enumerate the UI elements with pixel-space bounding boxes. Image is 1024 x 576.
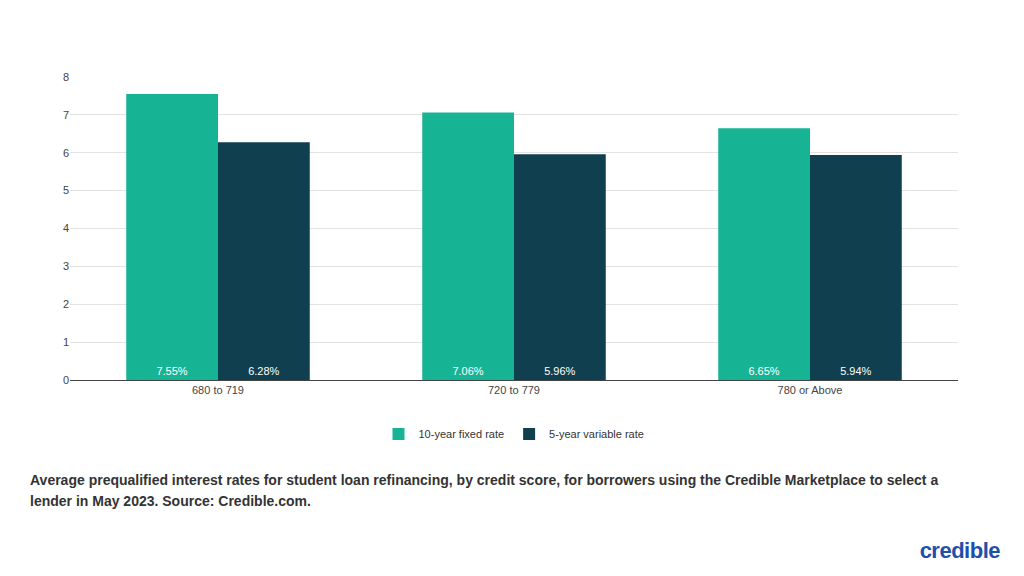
svg-text:4: 4: [63, 222, 69, 234]
svg-text:10-year fixed rate: 10-year fixed rate: [419, 428, 505, 440]
html-text:credible: credible: [919, 538, 1000, 563]
svg-text:5: 5: [63, 184, 69, 196]
svg-text:7.06%: 7.06%: [452, 365, 483, 377]
svg-text:0: 0: [63, 374, 69, 386]
svg-text:7: 7: [63, 109, 69, 121]
svg-text:3: 3: [63, 260, 69, 272]
svg-text:5.94%: 5.94%: [840, 365, 871, 377]
svg-text:6: 6: [63, 147, 69, 159]
svg-text:780 or Above: 780 or Above: [778, 384, 843, 396]
svg-text:5-year variable rate: 5-year variable rate: [549, 428, 644, 440]
svg-text:7.55%: 7.55%: [156, 365, 187, 377]
svg-text:1: 1: [63, 336, 69, 348]
svg-text:8: 8: [63, 71, 69, 83]
svg-text:6.65%: 6.65%: [748, 365, 779, 377]
svg-text:5.96%: 5.96%: [544, 365, 575, 377]
svg-text:6.28%: 6.28%: [248, 365, 279, 377]
svg-text:2: 2: [63, 298, 69, 310]
svg-text:680 to 719: 680 to 719: [192, 384, 244, 396]
html-text:Average prequalified interest: Average prequalified interest rates for …: [30, 472, 939, 509]
svg-text:720 to 779: 720 to 779: [488, 384, 540, 396]
